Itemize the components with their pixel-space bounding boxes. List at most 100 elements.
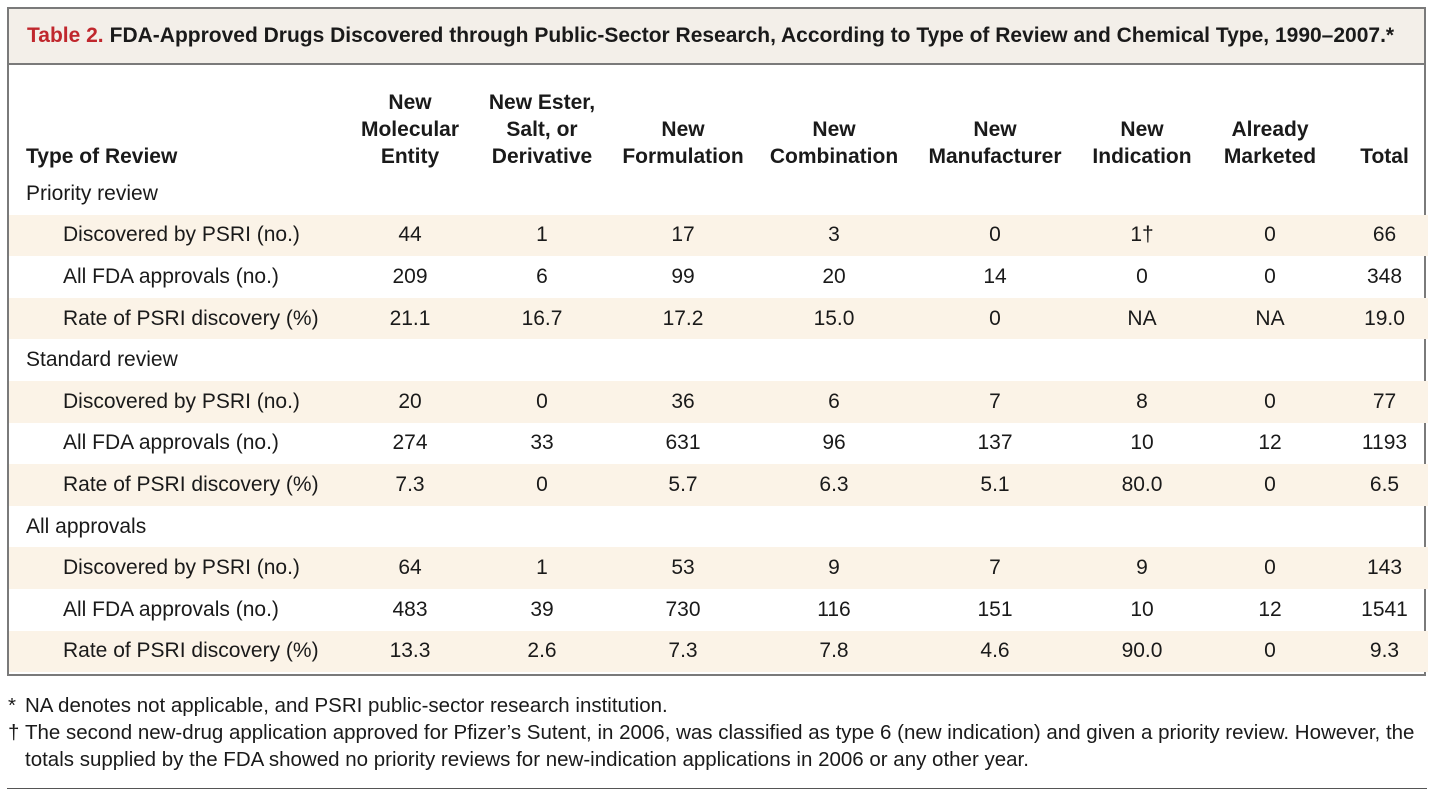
table-cell: 7 (905, 547, 1085, 589)
table-cell: 209 (392, 264, 428, 288)
column-header-line: Entity (380, 145, 440, 168)
column-header: New Ester, Salt, or Derivative (481, 65, 603, 173)
table-cell: 15.0 (763, 297, 905, 340)
table-cell: 8 (1085, 380, 1199, 423)
table-cell: 0 (905, 297, 1085, 340)
table-cell: 730 (665, 597, 701, 621)
row-label: All FDA approvals (no.) (63, 431, 279, 455)
table-cell: NA (1085, 297, 1199, 340)
section-label: All approvals (26, 514, 147, 538)
section-row: All approvals (9, 506, 1428, 548)
table-cell: 7.3 (339, 464, 481, 506)
table-cell: 20 (339, 380, 481, 423)
table-cell: 16.7 (481, 297, 603, 340)
table-cell: 0 (1264, 264, 1276, 288)
row-label: Discovered by PSRI (no.) (9, 214, 339, 257)
table-cell: 66 (1341, 214, 1428, 257)
table-cell: 7.8 (763, 630, 905, 673)
column-header-line: Combination (769, 145, 899, 168)
table-cell: 6.5 (1341, 464, 1428, 506)
column-header-line: Molecular (360, 118, 460, 141)
table-cell: 6.3 (763, 464, 905, 506)
table-cell: 0 (1199, 214, 1341, 257)
column-header: Total (1341, 65, 1428, 173)
table-cell: 17 (603, 214, 763, 257)
table-cell: 4.6 (905, 630, 1085, 673)
column-header: Already Marketed (1199, 65, 1341, 173)
table-cell: 12 (1258, 431, 1282, 455)
table-cell: 80.0 (1085, 464, 1199, 506)
column-header-line: Salt, or (506, 118, 578, 141)
column-header-line: Marketed (1223, 145, 1317, 168)
table-label: Table 2. (27, 24, 104, 47)
table-header: Type of Review New Molecular Entity New Est… (9, 65, 1428, 173)
table-cell: 1541 (1361, 597, 1408, 621)
table-cell: 5.1 (905, 464, 1085, 506)
table-cell: 7.3 (603, 630, 763, 673)
table-row: All FDA approvals (no.) 483 39 730 116 151 10 1… (9, 589, 1428, 631)
footnote: * NA denotes not applicable, and PSRI pub… (8, 692, 1428, 719)
table-cell: 19.0 (1341, 297, 1428, 340)
table-cell: 7 (905, 380, 1085, 423)
column-header-line: New (1120, 118, 1164, 141)
table-cell: 1† (1085, 214, 1199, 257)
table-cell: 483 (392, 597, 428, 621)
data-table: Table 2. FDA-Approved Drugs Discovered t… (7, 7, 1428, 676)
table-cell: 13.3 (339, 630, 481, 673)
bottom-rule (7, 788, 1427, 789)
section-label: Priority review (26, 181, 158, 205)
table-cell: 64 (339, 547, 481, 589)
table-cell: 0 (481, 380, 603, 423)
column-header: New Combination (763, 65, 905, 173)
table-cell: 151 (977, 597, 1013, 621)
table-row: Discovered by PSRI (no.) 20 0 36 6 7 8 0 77 (9, 380, 1428, 423)
table-cell: 1 (481, 547, 603, 589)
column-header-line: Derivative (491, 145, 593, 168)
column-header-line: Manufacturer (928, 145, 1062, 168)
table-cell: 3 (763, 214, 905, 257)
table-cell: 96 (822, 431, 846, 455)
table-cell: 21.1 (339, 297, 481, 340)
table-cell: 33 (530, 431, 554, 455)
table-cell: 274 (392, 431, 428, 455)
column-header-line: New (661, 118, 705, 141)
table-cell: 1 (481, 214, 603, 257)
table-cell: 44 (339, 214, 481, 257)
table-cell: 116 (817, 597, 851, 621)
table-cell: 0 (1199, 547, 1341, 589)
table-title: FDA-Approved Drugs Discovered through Pu… (109, 24, 1395, 47)
footnotes: * NA denotes not applicable, and PSRI pub… (8, 692, 1428, 773)
table-body: Priority review Discovered by PSRI (no.) 4… (9, 173, 1428, 673)
table-row: Discovered by PSRI (no.) 44 1 17 3 0 1† 0 66 (9, 214, 1428, 257)
table-cell: 36 (603, 380, 763, 423)
row-label: Discovered by PSRI (no.) (9, 380, 339, 423)
table-cell: 90.0 (1085, 630, 1199, 673)
table-cell: 10 (1130, 597, 1154, 621)
column-header-line: Total (1360, 145, 1409, 168)
column-header: New Molecular Entity (339, 65, 481, 173)
column-header-line: New (812, 118, 856, 141)
table-row: Rate of PSRI discovery (%) 7.3 0 5.7 6.3 5.1 8… (9, 464, 1428, 506)
row-label: Discovered by PSRI (no.) (9, 547, 339, 589)
table-cell: 5.7 (603, 464, 763, 506)
column-header: New Manufacturer (905, 65, 1085, 173)
table-cell: 14 (983, 264, 1007, 288)
footnote-mark: † (8, 721, 20, 744)
table-cell: 39 (530, 597, 554, 621)
row-label: Rate of PSRI discovery (%) (9, 297, 339, 340)
footnote-mark: * (8, 694, 16, 717)
row-label: All FDA approvals (no.) (63, 597, 279, 621)
table-cell: 9 (1085, 547, 1199, 589)
table-cell: 0 (1199, 630, 1341, 673)
row-label: Rate of PSRI discovery (%) (9, 630, 339, 673)
table-cell: 348 (1366, 264, 1403, 288)
table-cell: 10 (1130, 431, 1154, 455)
table-row: Discovered by PSRI (no.) 64 1 53 9 7 9 0 143 (9, 547, 1428, 589)
footnote: † The second new-drug application approve… (8, 719, 1428, 773)
table-cell: 20 (822, 264, 846, 288)
row-label: Rate of PSRI discovery (%) (9, 464, 339, 506)
footnote-text: The second new-drug application approved… (25, 721, 1415, 771)
table-cell: 9 (763, 547, 905, 589)
column-header: New Indication (1085, 65, 1199, 173)
